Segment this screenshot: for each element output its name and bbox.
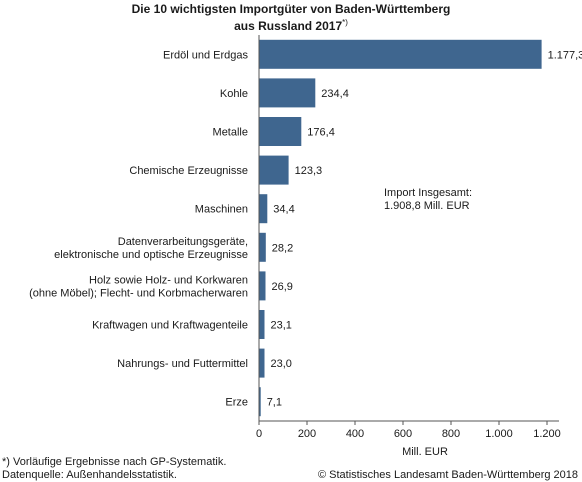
data-label: 7,1: [267, 397, 282, 409]
footnote-marker: *): [342, 18, 348, 27]
data-label: 1.177,3: [548, 49, 582, 61]
data-label: 26,9: [272, 281, 293, 293]
bar: [259, 271, 266, 301]
category-label: Erdöl und Erdgas: [163, 49, 248, 61]
data-label: 28,2: [272, 242, 293, 254]
category-label: Chemische Erzeugnisse: [129, 165, 248, 177]
x-tick-label: 400: [346, 428, 364, 440]
bar: [259, 310, 265, 339]
bar: [259, 78, 316, 108]
data-label: 34,4: [273, 204, 294, 216]
x-tick-label: 600: [394, 428, 412, 440]
category-label: (ohne Möbel); Flecht- und Korbmacherware…: [29, 287, 248, 299]
chart-title-line-2: aus Russland 2017: [234, 19, 343, 33]
bar: [259, 348, 265, 378]
footnote: *) Vorläufige Ergebnisse nach GP-Systema…: [2, 456, 227, 468]
data-label: 23,0: [271, 358, 292, 370]
bar: [259, 387, 261, 417]
data-label: 123,3: [295, 165, 323, 177]
category-label: Kohle: [220, 88, 248, 100]
data-label: 234,4: [321, 88, 349, 100]
category-label: elektronische und optische Erzeugnisse: [54, 249, 248, 261]
chart-title-line-2-wrap: aus Russland 2017*): [0, 16, 582, 33]
data-label: 176,4: [307, 127, 335, 139]
bar: [259, 117, 302, 146]
category-label: Datenverarbeitungsgeräte,: [118, 236, 248, 248]
bar: [259, 39, 542, 69]
category-label: Nahrungs- und Futtermittel: [117, 358, 248, 370]
category-label: Erze: [225, 397, 248, 409]
category-label: Holz sowie Holz- und Korkwaren: [89, 274, 248, 286]
chart-title-line-1: Die 10 wichtigsten Importgüter von Baden…: [131, 2, 451, 16]
x-tick-label: 1.200: [533, 428, 561, 440]
total-import-annotation: Import Insgesamt: 1.908,8 Mill. EUR: [382, 186, 502, 214]
data-source: Datenquelle: Außenhandelsstatistik.: [2, 469, 177, 481]
data-label: 23,1: [271, 320, 292, 332]
x-tick-label: 1.000: [485, 428, 513, 440]
category-label: Metalle: [213, 127, 248, 139]
bar: [259, 232, 266, 262]
copyright: © Statistisches Landesamt Baden-Württemb…: [317, 469, 578, 481]
chart-title: Die 10 wichtigsten Importgüter von Baden…: [0, 3, 582, 33]
bar: [259, 155, 289, 185]
x-tick-label: 0: [256, 428, 262, 440]
annotation-line-1: Import Insgesamt:: [384, 187, 473, 199]
x-tick-label: 800: [442, 428, 460, 440]
bar: [259, 194, 268, 224]
x-axis-label: Mill. EUR: [402, 446, 448, 458]
category-label: Maschinen: [195, 204, 248, 216]
annotation-line-2: 1.908,8 Mill. EUR: [384, 200, 470, 212]
x-tick-label: 200: [298, 428, 316, 440]
category-label: Kraftwagen und Kraftwagenteile: [92, 320, 248, 332]
